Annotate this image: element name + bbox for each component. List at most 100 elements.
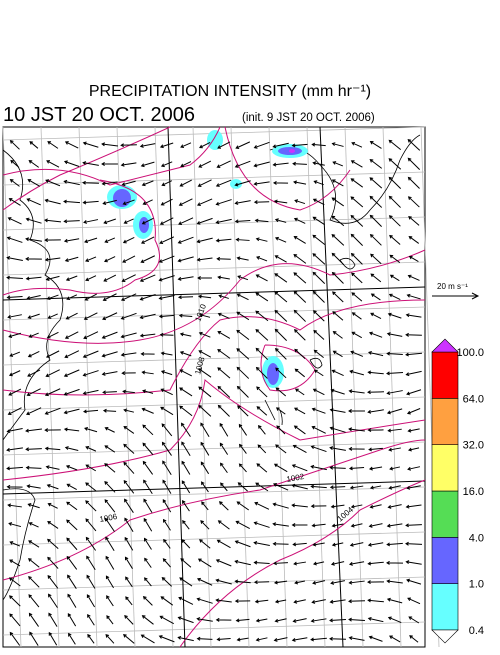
wind-arrow	[332, 331, 343, 339]
wind-arrow	[26, 198, 41, 206]
wind-arrow	[310, 637, 327, 642]
wind-arrow	[160, 370, 173, 376]
wind-arrow	[159, 332, 174, 337]
wind-arrow	[274, 599, 287, 604]
wind-arrow	[368, 331, 383, 338]
precip-area	[139, 217, 149, 233]
wind-arrow	[196, 617, 213, 622]
wind-arrow	[25, 217, 42, 224]
wind-arrow	[388, 158, 402, 170]
colorbar-segment	[431, 537, 459, 584]
wind-arrow	[294, 368, 305, 378]
wind-arrow	[386, 542, 403, 547]
wind-arrow	[44, 198, 61, 205]
wind-arrow	[350, 523, 363, 528]
wind-arrow	[370, 312, 382, 320]
wind-arrow	[182, 520, 190, 530]
wind-arrow	[84, 293, 97, 301]
wind-arrow	[120, 352, 137, 357]
wind-arrow	[197, 179, 212, 187]
wind-arrow	[311, 599, 326, 604]
wind-arrow	[139, 313, 156, 320]
wind-arrow	[180, 161, 192, 168]
wind-arrow	[237, 482, 248, 492]
wind-arrow	[9, 613, 21, 627]
wind-arrow	[82, 141, 99, 148]
wind-arrow	[274, 255, 287, 263]
wind-arrow	[368, 635, 383, 642]
wind-arrow	[85, 536, 97, 551]
lon-line	[268, 126, 288, 648]
wind-arrow	[294, 199, 306, 205]
wind-arrow	[159, 236, 175, 245]
wind-arrow	[350, 160, 363, 168]
colorbar-segment	[431, 583, 459, 631]
wind-arrow	[87, 633, 95, 644]
wind-arrow	[294, 407, 306, 415]
wind-arrow	[141, 615, 154, 625]
wind-arrow	[66, 537, 78, 551]
wind-arrow	[122, 236, 135, 244]
wind-arrow	[104, 426, 115, 433]
wind-arrow	[273, 637, 288, 642]
wind-arrow	[407, 176, 420, 189]
wind-arrow	[310, 504, 327, 509]
wind-arrow	[256, 386, 268, 398]
wind-arrow	[217, 385, 231, 398]
wind-arrow	[291, 503, 308, 508]
wind-arrow	[85, 482, 97, 492]
wind-arrow	[257, 424, 266, 435]
wind-arrow	[140, 161, 155, 168]
wind-arrow	[389, 274, 400, 282]
wind-arrow	[68, 632, 76, 645]
wind-arrow	[253, 580, 270, 585]
wind-arrow	[234, 579, 251, 584]
wind-arrow	[370, 253, 382, 265]
wind-arrow	[160, 198, 173, 206]
wind-arrow	[386, 351, 403, 356]
wind-arrow	[386, 390, 403, 395]
wind-arrow	[332, 291, 344, 303]
wind-arrow	[8, 522, 22, 528]
wind-arrow	[294, 348, 306, 360]
wind-arrow	[367, 598, 384, 603]
wind-arrow	[162, 460, 172, 476]
wind-arrow	[101, 371, 118, 376]
wind-arrow	[386, 523, 403, 528]
wind-arrow	[367, 561, 384, 566]
wind-arrow	[199, 539, 211, 549]
wind-arrow	[216, 539, 231, 549]
wind-arrow	[104, 517, 115, 532]
lat-line	[2, 531, 426, 546]
wind-arrow	[7, 217, 22, 225]
wind-arrow	[369, 485, 382, 490]
wind-arrow	[67, 574, 77, 589]
colorbar-label: 32.0	[463, 440, 484, 452]
wind-arrow	[312, 161, 325, 166]
wind-arrow	[63, 408, 80, 415]
wind-arrow	[8, 577, 21, 587]
wind-arrow	[196, 198, 213, 206]
wind-arrow	[123, 479, 135, 494]
lon-line	[116, 126, 136, 648]
wind-arrow	[105, 555, 115, 570]
wind-arrow	[219, 422, 229, 437]
wind-arrow	[66, 519, 78, 531]
wind-arrow	[291, 637, 308, 642]
wind-arrow	[293, 599, 306, 604]
wind-arrow	[9, 595, 21, 607]
wind-arrow	[350, 214, 364, 227]
wind-arrow	[255, 618, 268, 623]
wind-arrow	[139, 143, 156, 148]
wind-arrow	[387, 616, 402, 623]
wind-arrow	[217, 275, 230, 280]
wind-arrow	[275, 367, 287, 379]
wind-arrow	[348, 389, 365, 394]
wind-arrow	[312, 580, 326, 585]
wind-arrow	[293, 290, 307, 303]
wind-arrow	[46, 160, 60, 168]
wind-arrow	[274, 218, 287, 223]
wind-arrow	[144, 557, 152, 568]
wind-arrow	[144, 577, 152, 587]
wind-arrow	[105, 575, 114, 589]
